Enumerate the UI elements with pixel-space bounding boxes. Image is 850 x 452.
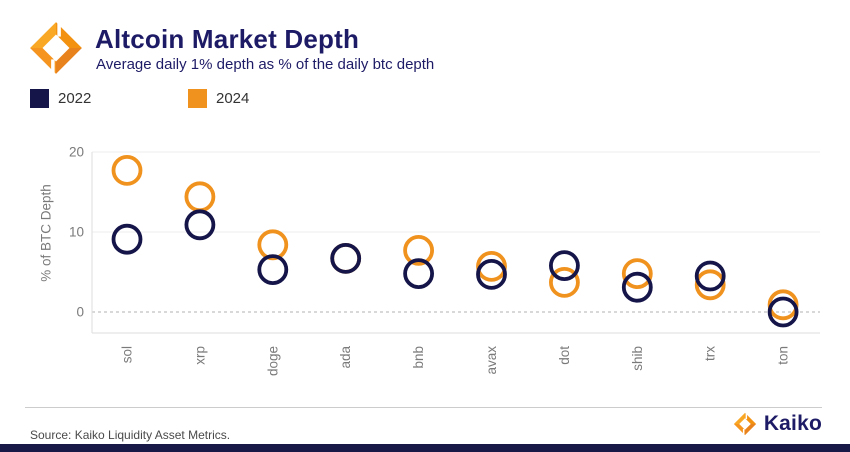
point-xrp-2024 [184,181,216,213]
point-xrp-2022 [184,209,216,241]
point-doge-2022 [257,254,289,286]
x-tick-label-doge: doge [265,346,280,376]
point-trx-2024 [694,269,726,301]
footer-divider [25,407,822,408]
point-avax-2024 [476,250,507,282]
x-tick-label-shib: shib [630,346,645,371]
x-tick-label-dot: dot [557,346,572,365]
kaiko-footer-logo-icon [733,412,756,436]
y-tick-label-0: 0 [76,305,84,320]
y-tick-label-20: 20 [69,145,84,160]
page-subtitle: Average daily 1% depth as % of the daily… [96,56,435,73]
x-tick-label-avax: avax [484,346,499,375]
legend-label-2024: 2024 [216,90,250,107]
point-sol-2024 [111,155,143,186]
point-dot-2024 [549,266,580,298]
footer-brand-name: Kaiko [763,412,822,435]
source-note: Source: Kaiko Liquidity Asset Metrics. [30,428,231,442]
point-avax-2022 [476,258,507,290]
point-ton-2022 [767,296,799,328]
legend-item-2024: 2024 [188,89,249,108]
legend-swatch-2022 [30,89,49,108]
x-tick-label-bnb: bnb [411,346,426,369]
footer-brand: Kaiko [733,412,822,436]
y-tick-label-10: 10 [69,225,84,240]
point-bnb-2022 [403,258,435,290]
page-title: Altcoin Market Depth [95,24,360,54]
x-tick-label-ton: ton [776,346,791,365]
point-bnb-2024 [403,235,435,266]
kaiko-logo-icon [30,20,82,76]
x-tick-label-ada: ada [338,346,353,369]
x-tick-label-xrp: xrp [192,346,207,365]
point-sol-2022 [111,223,143,255]
legend-item-2022: 2022 [30,89,91,108]
point-shib-2022 [621,271,653,303]
bottom-accent-bar [0,444,850,452]
legend-label-2022: 2022 [58,90,92,107]
scatter-chart: 20 10 0 % of BTC Depth sol xrp doge ada bnb avax d… [0,130,850,405]
x-tick-label-trx: trx [703,346,718,361]
point-doge-2024 [257,229,289,261]
point-trx-2022 [694,260,726,292]
x-tick-label-sol: sol [120,346,135,363]
point-dot-2022 [549,250,580,282]
legend-swatch-2024 [188,89,207,108]
point-ada-2022 [330,242,362,274]
chart-canvas: 20 10 0 % of BTC Depth sol xrp doge ada bnb avax d… [39,145,820,376]
y-axis-title: % of BTC Depth [39,184,54,282]
point-shib-2024 [621,258,653,290]
